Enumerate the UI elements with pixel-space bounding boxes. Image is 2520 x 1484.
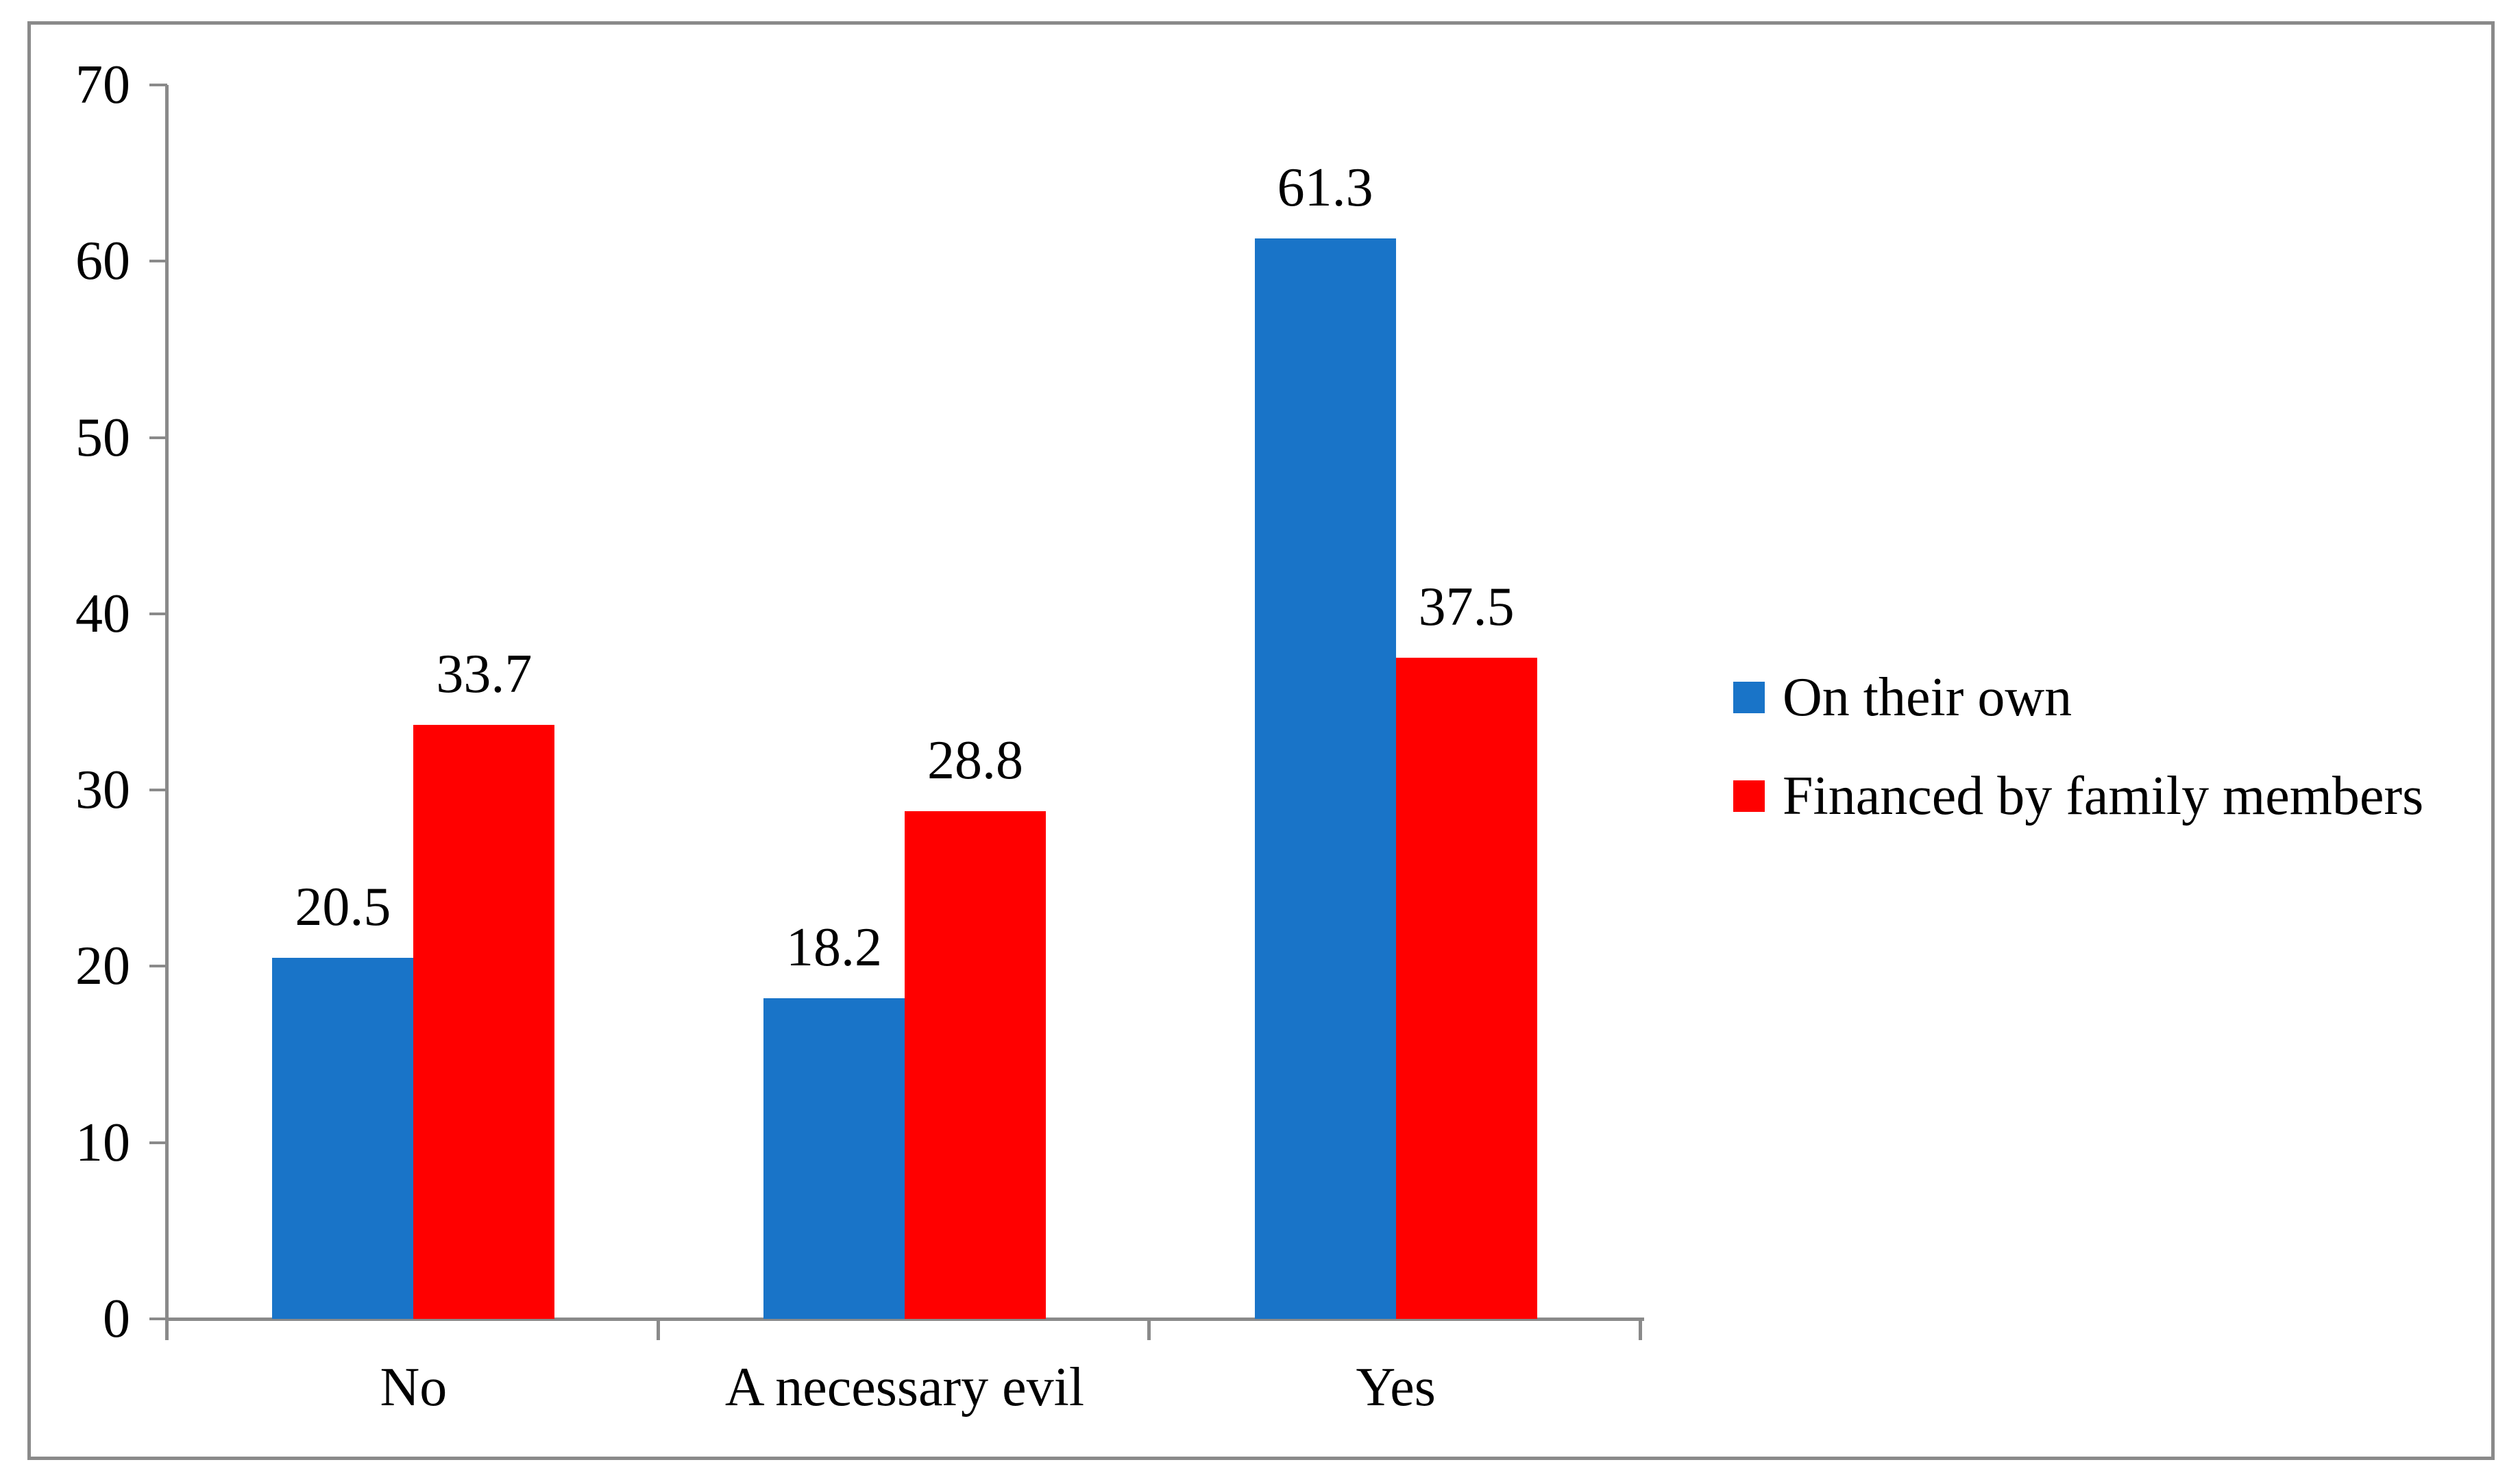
bar-value-label: 18.2	[786, 917, 882, 978]
bar-value-label: 33.7	[436, 643, 533, 704]
x-axis-tick	[656, 1318, 660, 1340]
x-category-label-a-necessary-evil: A necessary evil	[724, 1357, 1085, 1418]
legend: On their own Financed by family members	[1733, 666, 2423, 828]
bar-value-label: 61.3	[1277, 157, 1373, 218]
y-axis-tick	[149, 436, 167, 439]
y-axis-tick-label: 20	[75, 936, 130, 997]
x-axis-tick	[1639, 1318, 1642, 1340]
x-category-label-no: No	[380, 1357, 448, 1418]
legend-swatch-on-their-own	[1733, 682, 1765, 713]
y-axis-tick	[149, 1318, 167, 1320]
bar-value-label: 28.8	[927, 730, 1023, 791]
y-axis-line	[165, 85, 169, 1321]
bar-value-label: 37.5	[1418, 577, 1515, 638]
y-axis-tick	[149, 789, 167, 792]
y-axis-tick-label: 0	[103, 1289, 130, 1349]
legend-item-financed-by-family-members: Financed by family members	[1733, 765, 2423, 828]
x-category-label-yes: Yes	[1356, 1357, 1436, 1418]
y-axis-tick-label: 70	[75, 55, 130, 115]
bar-no-on-their-own	[272, 957, 414, 1319]
y-axis-tick-label: 30	[75, 760, 130, 821]
y-axis-tick	[149, 612, 167, 615]
bar-no-financed-by-family-members	[413, 724, 555, 1319]
bar-yes-financed-by-family-members	[1395, 658, 1537, 1319]
y-axis-tick	[149, 84, 167, 86]
legend-item-on-their-own: On their own	[1733, 666, 2423, 729]
x-axis-tick	[165, 1318, 169, 1340]
legend-label: On their own	[1783, 667, 2072, 728]
y-axis-tick-label: 10	[75, 1112, 130, 1173]
x-axis-line	[165, 1318, 1644, 1321]
y-axis-tick	[149, 260, 167, 263]
bar-yes-on-their-own	[1254, 238, 1396, 1319]
plot-area: 20.5 18.2 61.3 33.7 28.8 37.5	[168, 85, 1641, 1319]
bar-a-necessary-evil-on-their-own	[763, 998, 905, 1319]
y-axis-tick-label: 40	[75, 583, 130, 644]
legend-label: Financed by family members	[1783, 766, 2424, 826]
y-axis-tick	[149, 1141, 167, 1144]
y-axis-tick-label: 60	[75, 231, 130, 292]
bar-a-necessary-evil-financed-by-family-members	[905, 811, 1046, 1319]
y-axis-tick	[149, 965, 167, 968]
bar-value-label: 20.5	[295, 876, 391, 937]
legend-swatch-financed-by-family-members	[1733, 780, 1765, 812]
x-axis-tick	[1147, 1318, 1151, 1340]
figure-border-frame	[27, 21, 2495, 1460]
y-axis-tick-label: 50	[75, 407, 130, 468]
